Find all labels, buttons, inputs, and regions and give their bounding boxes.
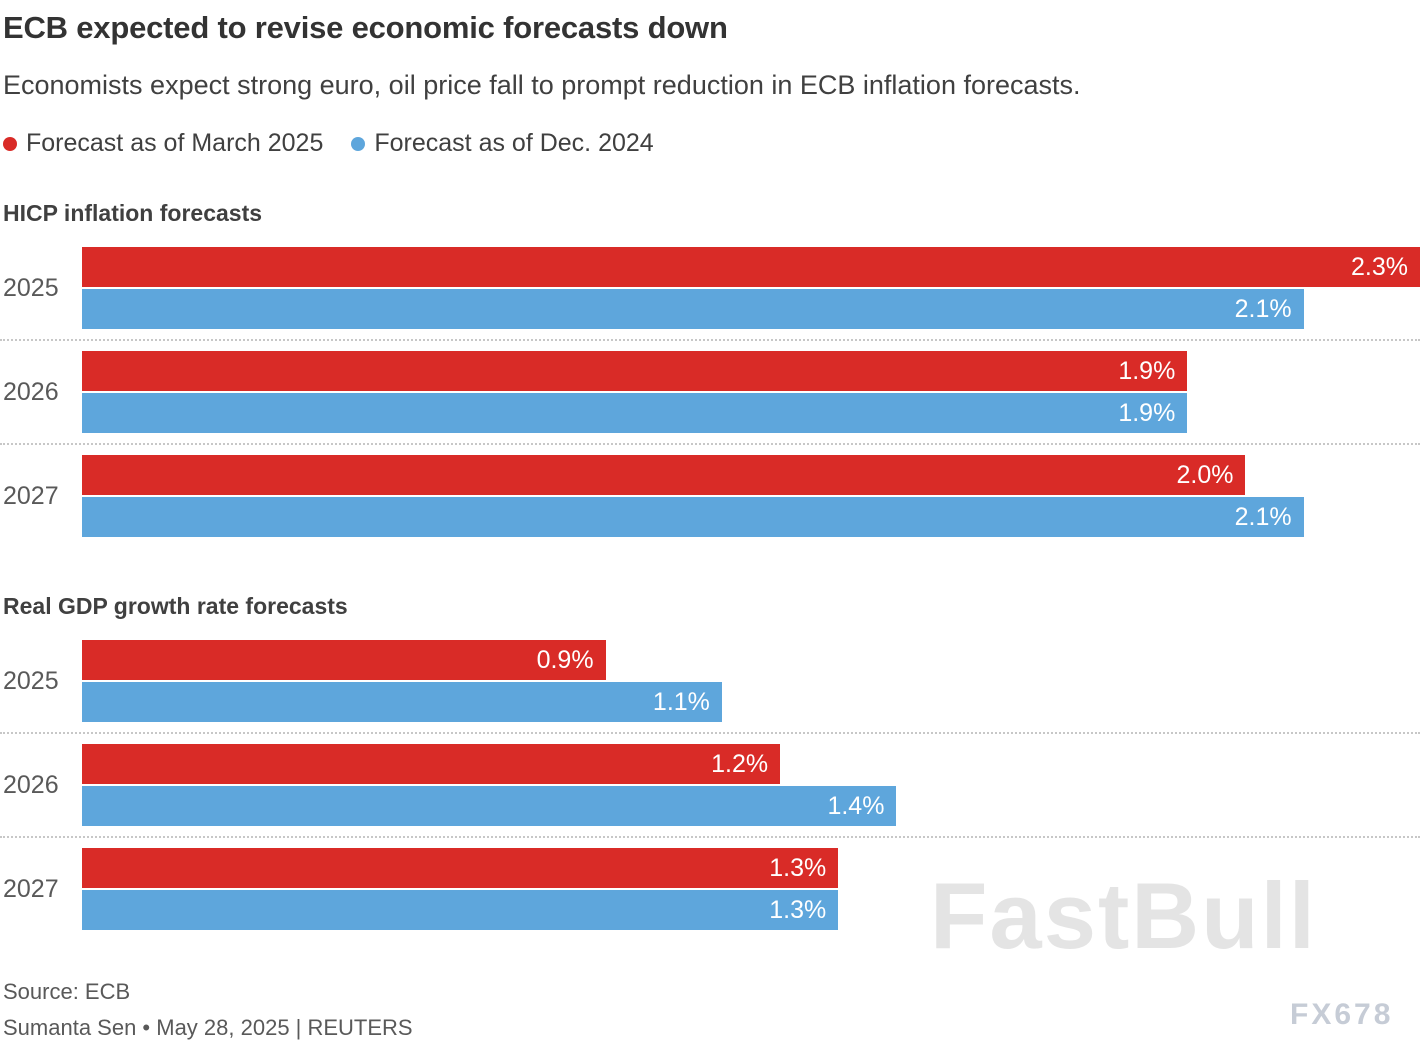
bar-march-2025: 1.3% [82, 848, 839, 888]
bar-value-label: 1.3% [769, 895, 827, 924]
bar-march-2025: 1.9% [82, 351, 1188, 391]
bar-dec-2024: 1.4% [82, 786, 897, 826]
bar-value-label: 2.0% [1176, 460, 1234, 489]
bar-march-2025: 0.9% [82, 640, 606, 680]
legend-label-march-2025: Forecast as of March 2025 [26, 129, 324, 157]
category-label: 2025 [3, 273, 59, 302]
category-label: 2025 [3, 666, 59, 695]
category-group: 2027 2.0% 2.1% [0, 443, 1420, 547]
bar-value-label: 2.3% [1351, 252, 1408, 281]
bar-dec-2024: 2.1% [82, 289, 1304, 329]
bar-march-2025: 2.3% [82, 247, 1420, 287]
category-group: 2026 1.2% 1.4% [0, 732, 1420, 836]
legend-item-march-2025: Forecast as of March 2025 [3, 129, 323, 158]
bar-value-label: 0.9% [536, 645, 594, 674]
bar-pair: 2.3% 2.1% [82, 247, 1420, 329]
bar-march-2025: 1.2% [82, 744, 781, 784]
byline: Sumanta Sen • May 28, 2025 | REUTERS [3, 1015, 413, 1041]
chart-section-title: Real GDP growth rate forecasts [3, 593, 348, 619]
chart-groups: 2025 2.3% 2.1% 2026 1.9% 1.9% 2027 2.0% 2.1% [0, 237, 1420, 547]
chart-section-0: HICP inflation forecasts 2025 2.3% 2.1% 2026… [0, 200, 1420, 547]
charts-area: HICP inflation forecasts 2025 2.3% 2.1% 2026… [0, 200, 1420, 940]
bar-pair: 1.3% 1.3% [82, 848, 1420, 930]
bar-dec-2024: 1.1% [82, 682, 722, 722]
bar-dec-2024: 2.1% [82, 497, 1304, 537]
bar-value-label: 1.2% [711, 749, 769, 778]
source-note: Source: ECB [3, 979, 131, 1004]
category-group: 2025 0.9% 1.1% [0, 630, 1420, 732]
legend-label-dec-2024: Forecast as of Dec. 2024 [374, 129, 654, 157]
legend-item-dec-2024: Forecast as of Dec. 2024 [351, 129, 654, 158]
footer: Source: ECB Sumanta Sen • May 28, 2025 |… [3, 974, 1420, 1047]
chart-section-1: Real GDP growth rate forecasts 2025 0.9% 1.… [0, 593, 1420, 940]
legend-dot-red-icon [3, 136, 17, 151]
chart-section-title: HICP inflation forecasts [3, 200, 263, 226]
bar-dec-2024: 1.9% [82, 393, 1188, 433]
category-group: 2025 2.3% 2.1% [0, 237, 1420, 339]
page-subtitle: Economists expect strong euro, oil price… [3, 70, 1081, 100]
page-title: ECB expected to revise economic forecast… [3, 10, 728, 45]
category-label: 2026 [3, 377, 59, 406]
bar-value-label: 2.1% [1234, 502, 1292, 531]
bar-pair: 1.2% 1.4% [82, 744, 1420, 826]
bar-pair: 2.0% 2.1% [82, 455, 1420, 537]
bar-value-label: 1.9% [1118, 356, 1176, 385]
bar-pair: 1.9% 1.9% [82, 351, 1420, 433]
legend-dot-blue-icon [351, 136, 366, 151]
legend: Forecast as of March 2025 Forecast as of… [3, 129, 1420, 158]
bar-march-2025: 2.0% [82, 455, 1246, 495]
bar-value-label: 1.9% [1118, 398, 1176, 427]
bar-pair: 0.9% 1.1% [82, 640, 1420, 722]
bar-value-label: 1.4% [827, 791, 885, 820]
category-label: 2026 [3, 770, 59, 799]
category-label: 2027 [3, 481, 59, 510]
bar-value-label: 1.3% [769, 853, 827, 882]
category-label: 2027 [3, 874, 59, 903]
chart-groups: 2025 0.9% 1.1% 2026 1.2% 1.4% 2027 1.3% 1.3% [0, 630, 1420, 940]
category-group: 2026 1.9% 1.9% [0, 339, 1420, 443]
bar-dec-2024: 1.3% [82, 890, 839, 930]
bar-value-label: 1.1% [652, 687, 710, 716]
bar-value-label: 2.1% [1234, 294, 1292, 323]
category-group: 2027 1.3% 1.3% [0, 836, 1420, 940]
